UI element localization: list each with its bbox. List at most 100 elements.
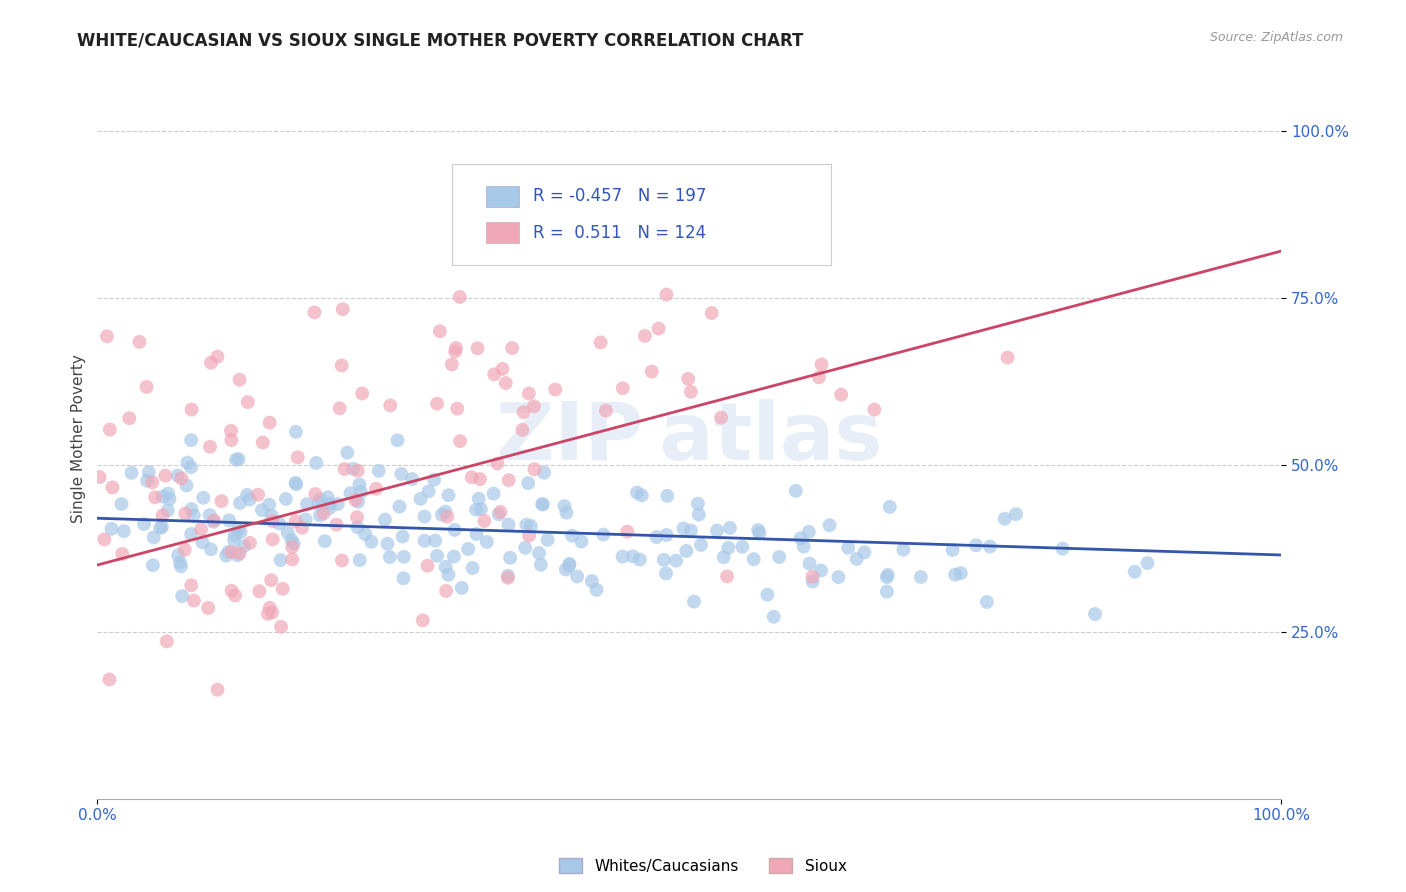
Point: [713, 550, 735, 565]
Point: [486, 457, 509, 471]
Point: [747, 523, 769, 537]
Point: [262, 533, 284, 547]
Point: [257, 607, 280, 621]
Point: [413, 533, 436, 548]
Point: [329, 401, 352, 416]
Point: [326, 497, 349, 511]
Point: [499, 550, 522, 565]
Point: [354, 527, 377, 541]
Point: [342, 462, 364, 476]
Point: [247, 584, 270, 599]
Point: [173, 542, 195, 557]
Point: [436, 509, 458, 524]
Point: [830, 387, 852, 401]
Point: [444, 341, 467, 355]
Point: [470, 502, 492, 516]
Point: [152, 508, 174, 523]
Point: [546, 220, 568, 235]
Point: [876, 570, 898, 584]
Point: [239, 536, 262, 550]
Point: [1052, 541, 1074, 556]
Point: [517, 476, 540, 491]
Point: [389, 467, 412, 481]
Point: [142, 530, 165, 544]
Point: [641, 365, 664, 379]
Point: [467, 491, 489, 506]
Point: [565, 569, 588, 583]
Point: [294, 512, 316, 526]
Text: ZIP atlas: ZIP atlas: [496, 399, 883, 477]
Point: [236, 395, 259, 409]
Point: [450, 581, 472, 595]
Point: [679, 384, 702, 399]
Point: [489, 505, 512, 519]
Point: [176, 478, 198, 492]
Text: WHITE/CAUCASIAN VS SIOUX SINGLE MOTHER POVERTY CORRELATION CHART: WHITE/CAUCASIAN VS SIOUX SINGLE MOTHER P…: [77, 31, 804, 49]
Point: [652, 553, 675, 567]
Point: [312, 507, 335, 521]
Point: [225, 452, 247, 467]
Point: [136, 474, 159, 488]
Point: [523, 462, 546, 476]
Point: [217, 545, 239, 559]
Point: [314, 534, 336, 549]
Point: [756, 588, 779, 602]
Point: [377, 537, 399, 551]
Point: [612, 381, 634, 395]
Point: [304, 305, 326, 319]
Point: [718, 521, 741, 535]
Point: [976, 595, 998, 609]
Point: [443, 523, 465, 537]
Point: [344, 493, 367, 508]
Point: [799, 557, 821, 571]
Point: [731, 540, 754, 554]
Point: [333, 462, 356, 476]
Point: [228, 373, 250, 387]
Point: [218, 513, 240, 527]
Point: [416, 558, 439, 573]
Point: [330, 553, 353, 567]
Point: [332, 302, 354, 317]
Point: [616, 524, 638, 539]
Point: [156, 503, 179, 517]
Point: [191, 535, 214, 549]
Point: [388, 500, 411, 514]
Point: [810, 358, 832, 372]
Point: [810, 564, 832, 578]
Point: [675, 544, 697, 558]
Point: [555, 506, 578, 520]
Point: [247, 488, 270, 502]
Point: [226, 523, 249, 537]
Point: [360, 534, 382, 549]
Point: [202, 513, 225, 527]
Point: [138, 465, 160, 479]
Point: [152, 490, 174, 504]
Point: [801, 570, 824, 584]
Point: [612, 549, 634, 564]
Point: [544, 383, 567, 397]
Point: [942, 543, 965, 558]
Point: [430, 508, 453, 522]
Point: [589, 335, 612, 350]
Point: [228, 546, 250, 560]
Point: [167, 548, 190, 562]
Point: [118, 411, 141, 425]
Point: [498, 473, 520, 487]
Text: Source: ZipAtlas.com: Source: ZipAtlas.com: [1209, 31, 1343, 45]
Point: [863, 402, 886, 417]
Point: [517, 528, 540, 542]
Y-axis label: Single Mother Poverty: Single Mother Poverty: [72, 353, 86, 523]
Point: [380, 399, 402, 413]
Point: [159, 491, 181, 506]
Point: [496, 571, 519, 585]
Point: [530, 558, 553, 572]
Point: [997, 351, 1019, 365]
Point: [676, 372, 699, 386]
Point: [474, 514, 496, 528]
Point: [434, 559, 457, 574]
Point: [200, 356, 222, 370]
Point: [207, 682, 229, 697]
Point: [527, 546, 550, 560]
Point: [221, 583, 243, 598]
Point: [183, 593, 205, 607]
